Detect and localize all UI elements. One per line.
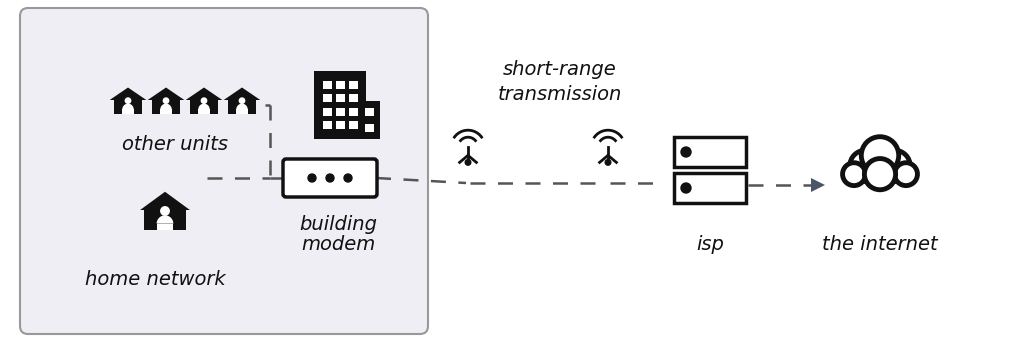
Circle shape — [895, 163, 918, 186]
FancyBboxPatch shape — [283, 159, 377, 197]
Circle shape — [681, 183, 691, 193]
Circle shape — [125, 97, 131, 104]
Polygon shape — [122, 104, 134, 109]
Polygon shape — [336, 121, 344, 129]
Polygon shape — [811, 178, 825, 192]
Circle shape — [308, 174, 316, 182]
Circle shape — [864, 159, 896, 190]
Circle shape — [681, 147, 691, 157]
Polygon shape — [161, 109, 172, 114]
FancyBboxPatch shape — [20, 8, 428, 334]
FancyBboxPatch shape — [674, 137, 746, 167]
Circle shape — [861, 137, 899, 174]
Polygon shape — [348, 81, 357, 89]
Polygon shape — [227, 100, 256, 114]
Polygon shape — [314, 71, 366, 139]
Polygon shape — [365, 108, 374, 116]
Circle shape — [861, 137, 899, 174]
Polygon shape — [336, 81, 344, 89]
Polygon shape — [157, 224, 173, 230]
Circle shape — [239, 97, 246, 104]
Polygon shape — [114, 100, 142, 114]
Polygon shape — [161, 104, 172, 109]
Polygon shape — [140, 192, 189, 210]
Polygon shape — [323, 121, 332, 129]
Text: short-range: short-range — [503, 60, 616, 79]
Circle shape — [465, 160, 471, 165]
Polygon shape — [122, 109, 134, 114]
Text: other units: other units — [122, 135, 228, 154]
Polygon shape — [365, 124, 374, 132]
Polygon shape — [185, 88, 222, 100]
Text: transmission: transmission — [498, 85, 623, 104]
Polygon shape — [199, 104, 210, 109]
Polygon shape — [323, 94, 332, 102]
Polygon shape — [323, 81, 332, 89]
Polygon shape — [144, 210, 186, 230]
Polygon shape — [336, 94, 344, 102]
Polygon shape — [336, 108, 344, 116]
Polygon shape — [157, 215, 173, 224]
Circle shape — [850, 150, 881, 182]
Polygon shape — [348, 121, 357, 129]
Text: isp: isp — [696, 235, 724, 254]
Text: modem: modem — [301, 235, 375, 254]
Circle shape — [843, 163, 865, 186]
Circle shape — [895, 163, 918, 186]
Polygon shape — [152, 100, 180, 114]
Polygon shape — [189, 100, 218, 114]
Polygon shape — [237, 109, 248, 114]
Polygon shape — [110, 88, 146, 100]
Polygon shape — [147, 88, 184, 100]
Polygon shape — [323, 108, 332, 116]
Polygon shape — [348, 94, 357, 102]
Circle shape — [163, 97, 169, 104]
Circle shape — [160, 206, 170, 216]
FancyBboxPatch shape — [674, 173, 746, 203]
Circle shape — [879, 150, 910, 182]
Circle shape — [605, 160, 610, 165]
Polygon shape — [237, 104, 248, 109]
Polygon shape — [199, 109, 210, 114]
Circle shape — [201, 97, 208, 104]
Circle shape — [344, 174, 352, 182]
Polygon shape — [344, 101, 380, 139]
Circle shape — [864, 159, 896, 190]
Text: home network: home network — [85, 270, 225, 289]
Polygon shape — [348, 108, 357, 116]
Text: the internet: the internet — [822, 235, 938, 254]
Circle shape — [326, 174, 334, 182]
Text: building: building — [299, 215, 377, 234]
Circle shape — [843, 163, 865, 186]
Circle shape — [879, 150, 910, 182]
Polygon shape — [223, 88, 260, 100]
Circle shape — [850, 150, 881, 182]
